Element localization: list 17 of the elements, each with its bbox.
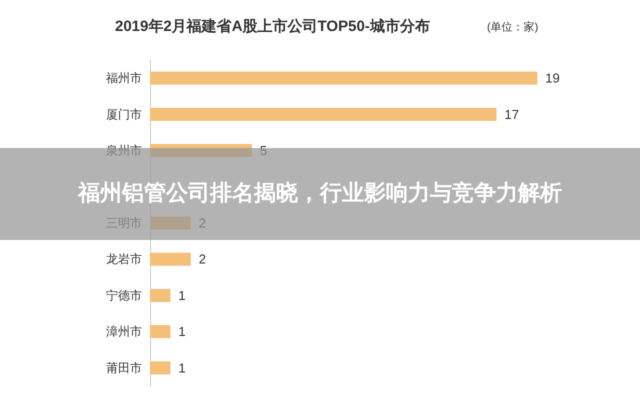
y-tick-label: 莆田市 bbox=[106, 360, 142, 375]
chart-subtitle: (单位：家) bbox=[487, 20, 538, 34]
data-label: 1 bbox=[178, 288, 186, 303]
y-tick-label: 泉州市 bbox=[106, 144, 142, 158]
y-tick-label: 漳州市 bbox=[106, 324, 142, 339]
data-label: 19 bbox=[545, 70, 560, 86]
y-tick-label: 宁德市 bbox=[106, 288, 142, 302]
data-label: 2 bbox=[198, 252, 206, 267]
data-label: 2 bbox=[198, 216, 206, 230]
chart-title: 2019年2月福建省A股上市公司TOP50-城市分布 bbox=[115, 17, 430, 35]
y-tick-label: 厦门市 bbox=[106, 107, 142, 122]
data-label: 1 bbox=[178, 324, 186, 340]
data-label: 1 bbox=[178, 360, 186, 376]
data-label: 17 bbox=[504, 106, 519, 122]
y-tick-label: 龙岩市 bbox=[106, 252, 142, 266]
y-tick-label: 福州市 bbox=[106, 71, 142, 86]
y-tick-label: 三明市 bbox=[106, 216, 142, 230]
